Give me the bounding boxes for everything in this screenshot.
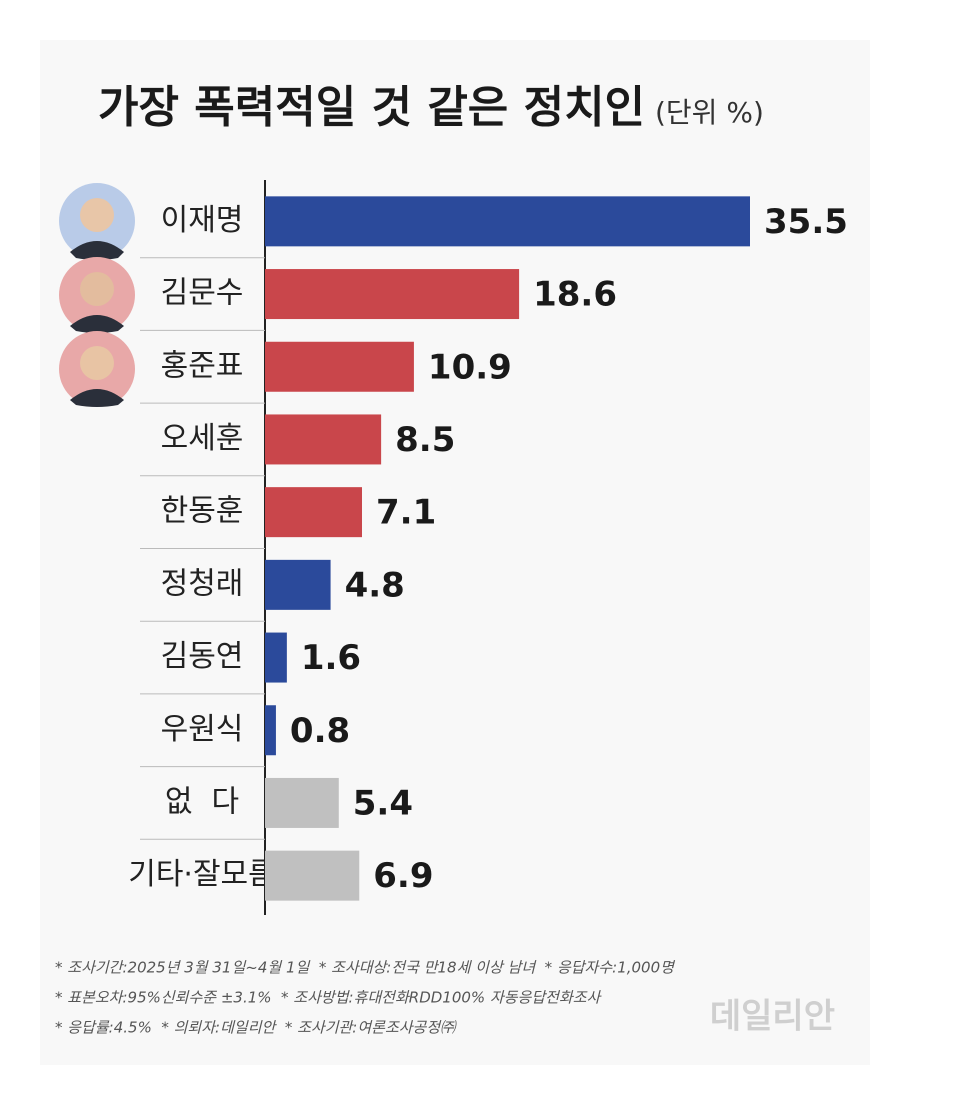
category-label: 한동훈 [161, 494, 244, 529]
chart-title: 가장 폭력적일 것 같은 정치인 [98, 82, 645, 133]
footnote: * 응답률:4.5% * 의뢰자:데일리안 * 조사기관:여론조사공정㈜ [55, 1019, 457, 1037]
unit-label: (단위 %) [655, 96, 764, 129]
portrait-face [80, 346, 114, 380]
value-label: 6.9 [373, 856, 433, 896]
portrait-suit [70, 315, 124, 333]
category-label: 이재명 [161, 203, 244, 238]
category-label: 김동연 [161, 639, 244, 674]
footnote: * 조사기간:2025년 3월 31일~4월 1일 * 조사대상:전국 만18세… [55, 959, 676, 977]
category-label: 없 다 [165, 784, 239, 819]
category-label: 우원식 [161, 712, 244, 747]
bar [265, 487, 362, 538]
chart-background [40, 40, 870, 1065]
value-label: 18.6 [533, 275, 617, 315]
bar [265, 850, 360, 901]
portrait-face [80, 272, 114, 306]
value-label: 35.5 [764, 202, 848, 242]
bar [265, 341, 414, 392]
bar [265, 196, 750, 247]
category-label: 정청래 [161, 566, 244, 601]
portrait-suit [70, 241, 124, 260]
bar [265, 777, 339, 828]
footnote: * 표본오차:95%신뢰수준 ±3.1% * 조사방법:휴대전화RDD100% … [55, 989, 603, 1007]
bar [265, 559, 331, 610]
value-label: 5.4 [353, 783, 413, 823]
value-label: 0.8 [290, 711, 350, 751]
category-label: 기타·잘모름 [128, 857, 276, 892]
value-label: 7.1 [376, 493, 436, 533]
source-logo: 데일리안 [710, 997, 835, 1037]
category-label: 홍준표 [161, 348, 244, 383]
portrait-suit [70, 389, 124, 407]
bar [265, 705, 276, 756]
category-label: 오세훈 [161, 421, 244, 456]
bar [265, 414, 382, 465]
portraits [59, 183, 135, 407]
portrait-face [80, 198, 114, 232]
bar [265, 632, 287, 683]
value-label: 1.6 [301, 638, 361, 678]
bar [265, 269, 520, 320]
value-label: 4.8 [345, 565, 405, 605]
value-label: 10.9 [428, 347, 512, 387]
value-label: 8.5 [395, 420, 455, 460]
category-label: 김문수 [161, 276, 244, 311]
